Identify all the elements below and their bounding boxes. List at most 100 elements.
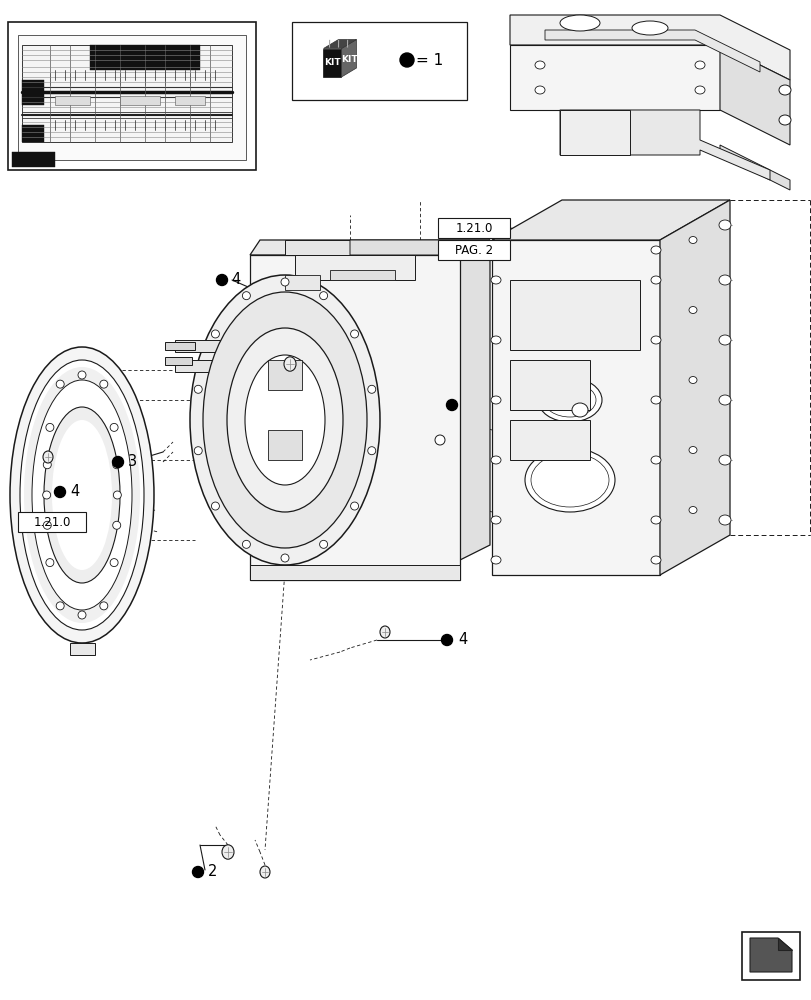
Ellipse shape <box>525 448 614 512</box>
Bar <box>18 35 246 160</box>
Polygon shape <box>90 45 200 70</box>
Circle shape <box>441 634 452 646</box>
Text: 4: 4 <box>230 272 240 288</box>
Ellipse shape <box>491 396 500 404</box>
Polygon shape <box>509 15 789 80</box>
Polygon shape <box>491 240 659 575</box>
Text: KIT: KIT <box>324 58 341 67</box>
Circle shape <box>217 274 227 286</box>
Ellipse shape <box>650 336 660 344</box>
Ellipse shape <box>78 611 86 619</box>
Ellipse shape <box>778 85 790 95</box>
Polygon shape <box>22 45 232 142</box>
Ellipse shape <box>694 86 704 94</box>
Polygon shape <box>323 49 341 77</box>
Polygon shape <box>12 152 55 167</box>
Ellipse shape <box>718 275 730 285</box>
Ellipse shape <box>221 845 234 859</box>
Ellipse shape <box>113 461 121 469</box>
Ellipse shape <box>435 435 444 445</box>
Ellipse shape <box>281 554 289 562</box>
Polygon shape <box>250 240 489 255</box>
Ellipse shape <box>689 376 696 383</box>
Ellipse shape <box>689 446 696 454</box>
Text: 4: 4 <box>457 632 466 648</box>
Ellipse shape <box>46 423 54 431</box>
Ellipse shape <box>245 355 324 485</box>
Ellipse shape <box>242 540 250 548</box>
Bar <box>741 932 799 980</box>
Ellipse shape <box>530 453 608 507</box>
Circle shape <box>192 866 204 878</box>
Polygon shape <box>777 938 791 950</box>
Polygon shape <box>268 360 302 390</box>
Bar <box>437 218 509 238</box>
Text: = 1: = 1 <box>415 53 443 68</box>
Ellipse shape <box>44 407 120 583</box>
Ellipse shape <box>78 371 86 379</box>
Ellipse shape <box>694 61 704 69</box>
Ellipse shape <box>24 367 139 623</box>
Polygon shape <box>719 145 789 190</box>
Polygon shape <box>165 357 191 365</box>
Polygon shape <box>509 45 719 110</box>
Ellipse shape <box>491 336 500 344</box>
Ellipse shape <box>227 328 342 512</box>
Ellipse shape <box>52 420 112 570</box>
Ellipse shape <box>56 380 64 388</box>
Ellipse shape <box>320 292 327 300</box>
Ellipse shape <box>689 236 696 243</box>
Ellipse shape <box>689 506 696 514</box>
Ellipse shape <box>284 357 296 371</box>
Ellipse shape <box>491 516 500 524</box>
Ellipse shape <box>650 516 660 524</box>
Polygon shape <box>749 938 791 972</box>
Ellipse shape <box>491 276 500 284</box>
Ellipse shape <box>534 61 544 69</box>
Ellipse shape <box>650 396 660 404</box>
Polygon shape <box>509 280 639 350</box>
Ellipse shape <box>718 455 730 465</box>
Polygon shape <box>165 342 195 350</box>
Ellipse shape <box>650 456 660 464</box>
Ellipse shape <box>689 306 696 314</box>
Ellipse shape <box>534 86 544 94</box>
Ellipse shape <box>650 246 660 254</box>
Polygon shape <box>268 430 302 460</box>
Polygon shape <box>341 40 356 77</box>
Bar <box>8 22 255 170</box>
Ellipse shape <box>571 403 587 417</box>
Ellipse shape <box>367 385 375 393</box>
Polygon shape <box>544 30 759 72</box>
Circle shape <box>400 53 414 67</box>
Ellipse shape <box>32 380 132 610</box>
Bar <box>437 240 509 260</box>
Polygon shape <box>175 340 220 352</box>
Polygon shape <box>294 255 414 280</box>
Polygon shape <box>250 255 460 580</box>
Ellipse shape <box>650 276 660 284</box>
Polygon shape <box>175 360 215 372</box>
Ellipse shape <box>350 502 358 510</box>
Polygon shape <box>70 643 95 655</box>
Ellipse shape <box>43 521 51 529</box>
Text: 2: 2 <box>208 864 217 880</box>
Ellipse shape <box>211 330 219 338</box>
Polygon shape <box>55 96 90 105</box>
Polygon shape <box>350 240 489 255</box>
Ellipse shape <box>110 559 118 567</box>
Polygon shape <box>509 360 590 410</box>
Ellipse shape <box>320 540 327 548</box>
Text: 3: 3 <box>128 454 137 470</box>
Ellipse shape <box>367 447 375 455</box>
Polygon shape <box>250 565 460 580</box>
Ellipse shape <box>543 383 595 417</box>
Circle shape <box>446 399 457 410</box>
Ellipse shape <box>718 220 730 230</box>
Ellipse shape <box>718 515 730 525</box>
Ellipse shape <box>538 378 601 422</box>
Polygon shape <box>175 96 204 105</box>
Ellipse shape <box>538 298 601 342</box>
Text: 1.21.0: 1.21.0 <box>455 222 492 235</box>
Polygon shape <box>560 110 629 155</box>
